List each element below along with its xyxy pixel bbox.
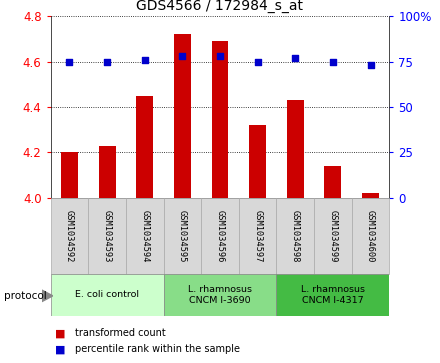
Text: L. rhamnosus
CNCM I-3690: L. rhamnosus CNCM I-3690 [188,285,252,305]
Bar [239,198,276,274]
Text: L. rhamnosus
CNCM I-4317: L. rhamnosus CNCM I-4317 [301,285,365,305]
Bar [51,274,164,316]
Bar [88,198,126,274]
Bar [352,198,389,274]
Polygon shape [42,290,53,302]
Text: GSM1034599: GSM1034599 [328,210,337,262]
Bar [249,125,266,198]
Bar [276,274,389,316]
Text: transformed count: transformed count [75,328,165,338]
Title: GDS4566 / 172984_s_at: GDS4566 / 172984_s_at [136,0,304,13]
Text: GSM1034597: GSM1034597 [253,210,262,262]
Text: E. coli control: E. coli control [75,290,139,299]
Bar [164,274,276,316]
Bar [51,198,88,274]
Bar [276,198,314,274]
Bar [164,198,201,274]
Point [179,53,186,59]
Point [254,59,261,65]
Text: protocol: protocol [4,291,47,301]
Text: GSM1034596: GSM1034596 [216,210,224,262]
Point [66,59,73,65]
Text: GSM1034600: GSM1034600 [366,210,375,262]
Bar [174,34,191,198]
Text: GSM1034593: GSM1034593 [103,210,112,262]
Bar [324,166,341,198]
Text: GSM1034598: GSM1034598 [291,210,300,262]
Bar [126,198,164,274]
Bar [212,41,228,198]
Bar [99,146,116,198]
Point [292,55,299,61]
Text: percentile rank within the sample: percentile rank within the sample [75,344,240,354]
Bar [314,198,352,274]
Point [216,53,224,59]
Point [367,62,374,68]
Bar [201,198,239,274]
Text: GSM1034595: GSM1034595 [178,210,187,262]
Point [141,57,148,63]
Text: ■: ■ [55,328,66,338]
Text: GSM1034592: GSM1034592 [65,210,74,262]
Text: ■: ■ [55,344,66,354]
Bar [362,193,379,198]
Bar [287,100,304,198]
Text: GSM1034594: GSM1034594 [140,210,149,262]
Point [103,59,110,65]
Bar [136,96,153,198]
Point [330,59,337,65]
Bar [61,152,78,198]
